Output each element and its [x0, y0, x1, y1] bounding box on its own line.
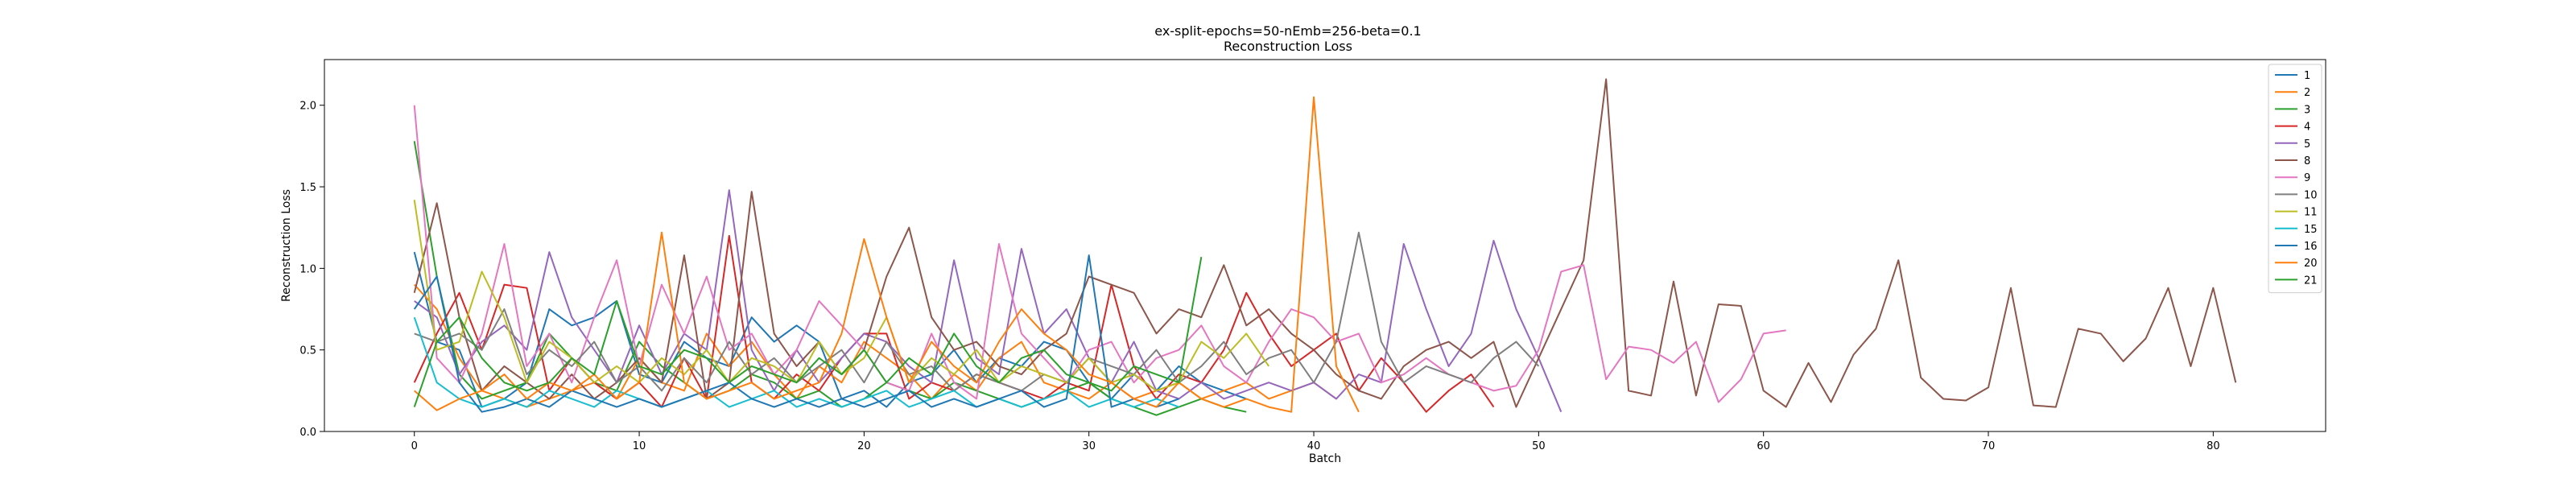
legend-label-9: 9: [2304, 172, 2310, 184]
x-tick-label: 10: [633, 440, 646, 452]
chart-subtitle: Reconstruction Loss: [1224, 39, 1352, 54]
y-axis-label: Reconstruction Loss: [280, 189, 293, 302]
y-tick-label: 0.5: [299, 345, 316, 357]
y-tick-label: 1.0: [299, 263, 316, 275]
legend-label-1: 1: [2304, 70, 2310, 82]
y-axis: 0.0 0.5 1.0 1.5 2.0: [299, 101, 324, 439]
x-tick-label: 80: [2207, 440, 2220, 452]
legend-label-3: 3: [2304, 104, 2310, 116]
x-tick-label: 20: [857, 440, 871, 452]
legend-box: [2268, 64, 2322, 294]
legend: 1 2 3 4 5 8 9 10 11 15 16 20 21: [2268, 64, 2322, 294]
x-tick-label: 70: [1982, 440, 1996, 452]
legend-label-5: 5: [2304, 138, 2310, 151]
x-tick-label: 30: [1082, 440, 1096, 452]
legend-label-8: 8: [2304, 155, 2310, 167]
series-line-3: [413, 141, 1247, 416]
y-tick-label: 0.0: [299, 427, 316, 439]
plot-area-frame: [324, 59, 2326, 432]
series-line-15: [413, 316, 1179, 408]
x-tick-label: 60: [1757, 440, 1770, 452]
legend-label-2: 2: [2304, 87, 2310, 99]
x-axis: 0 10 20 30 40 50 60 70 80: [411, 431, 2220, 452]
legend-label-21: 21: [2304, 275, 2318, 287]
legend-label-4: 4: [2304, 122, 2310, 134]
series-layer: [413, 78, 2237, 416]
series-line-10: [414, 231, 1540, 392]
x-tick-label: 50: [1532, 440, 1546, 452]
legend-label-10: 10: [2304, 189, 2318, 201]
x-tick-label: 40: [1307, 440, 1321, 452]
legend-label-11: 11: [2304, 207, 2318, 219]
series-line-20: [414, 96, 1360, 413]
x-tick-label: 0: [411, 440, 418, 452]
chart-title: ex-split-epochs=50-nEmb=256-beta=0.1: [1154, 23, 1421, 39]
series-line-16: [413, 254, 1179, 413]
y-tick-label: 1.5: [299, 182, 316, 194]
y-tick-label: 2.0: [299, 101, 316, 113]
series-line-21: [413, 257, 1203, 407]
legend-label-16: 16: [2304, 241, 2318, 253]
legend-label-15: 15: [2304, 224, 2318, 236]
legend-label-20: 20: [2304, 258, 2318, 270]
x-axis-label: Batch: [1309, 452, 1341, 465]
